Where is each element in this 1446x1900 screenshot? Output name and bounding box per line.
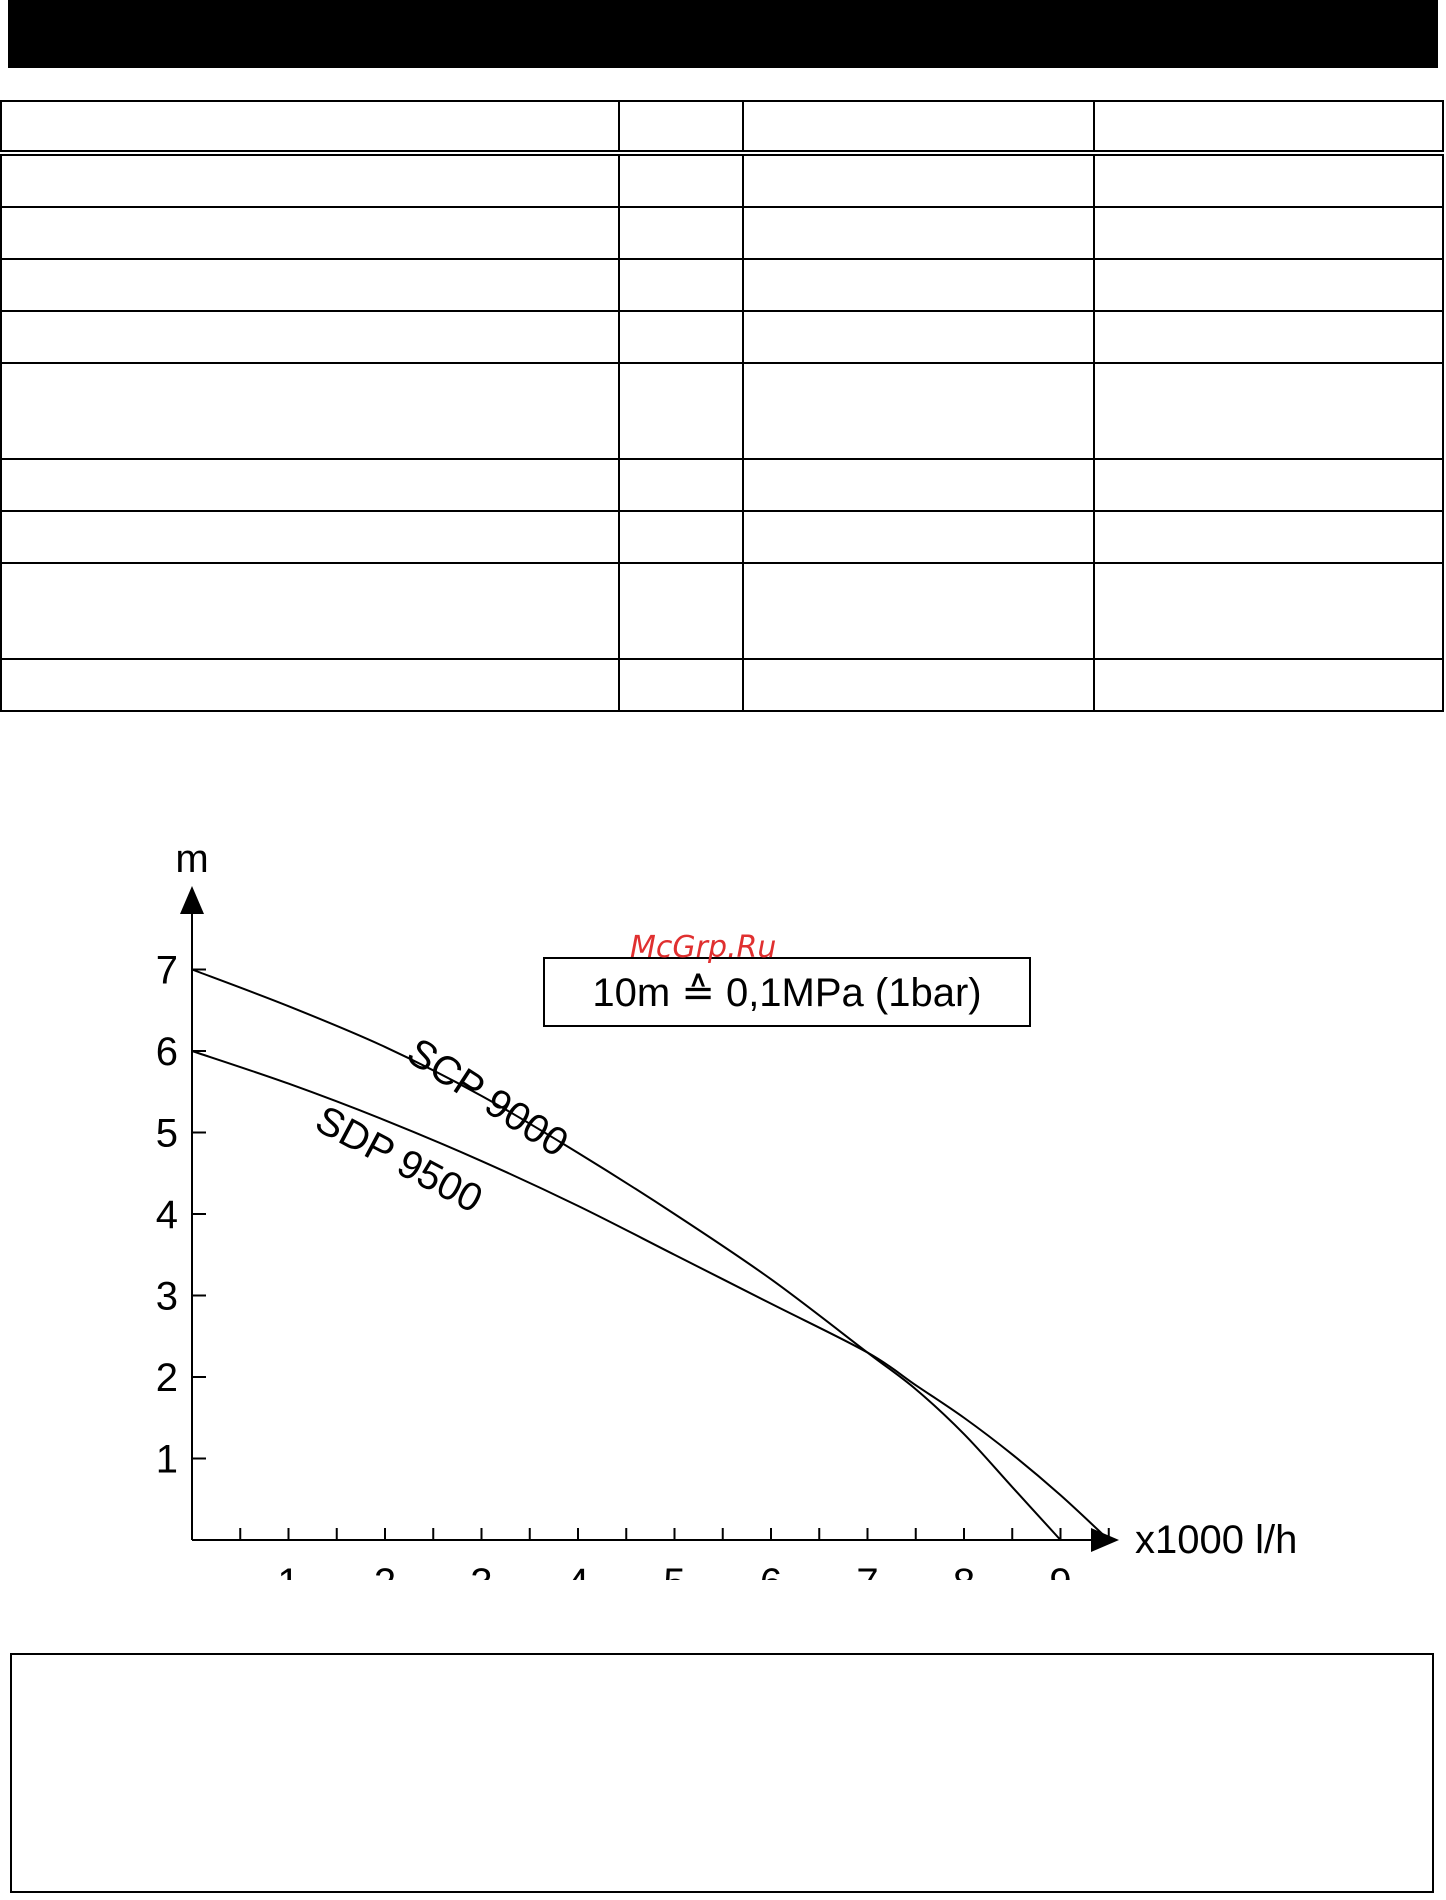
series-line [191, 968, 1062, 1541]
y-tick-label: 6 [156, 1030, 178, 1074]
annotation-box [543, 957, 1031, 1027]
watermark-text: McGrp.Ru [630, 930, 777, 965]
table-cell [618, 362, 744, 460]
table-cell [742, 510, 1095, 564]
table-cell [0, 362, 620, 460]
bottom-box [10, 1653, 1434, 1893]
table-cell [618, 658, 744, 712]
x-tick-label: 1 [277, 1561, 299, 1580]
table-cell [618, 206, 744, 260]
table-cell [1093, 100, 1444, 156]
x-tick-label: 9 [1049, 1561, 1071, 1580]
y-tick-label: 4 [156, 1193, 178, 1237]
table-row [0, 258, 1444, 312]
table-row [0, 458, 1444, 512]
table-row [0, 310, 1444, 364]
annotation-text: 10m ≙ 0,1MPa (1bar) [592, 971, 981, 1015]
table-cell [1093, 152, 1444, 208]
table-cell [742, 152, 1095, 208]
table-cell [1093, 310, 1444, 364]
table-row [0, 362, 1444, 460]
series-line [191, 1050, 1110, 1541]
y-tick-label: 7 [156, 949, 178, 993]
table-cell [0, 658, 620, 712]
x-tick-label: 8 [953, 1561, 975, 1580]
table-cell [1093, 206, 1444, 260]
header-bar [8, 0, 1438, 68]
x-tick-label: 7 [856, 1561, 878, 1580]
y-tick-label: 1 [156, 1438, 178, 1482]
table-cell [742, 310, 1095, 364]
table-cell [1093, 562, 1444, 660]
table-cell [742, 658, 1095, 712]
table-cell [618, 258, 744, 312]
x-tick-label: 5 [663, 1561, 685, 1580]
table-row [0, 510, 1444, 564]
series-label: SCP 9000 [399, 1030, 575, 1166]
x-tick-label: 3 [470, 1561, 492, 1580]
specs-table [0, 100, 1444, 712]
table-cell [1093, 458, 1444, 512]
table-cell [742, 100, 1095, 156]
x-axis-label: x1000 l/h [1135, 1518, 1297, 1562]
table-cell [1093, 510, 1444, 564]
x-tick-label: 6 [760, 1561, 782, 1580]
table-cell [742, 458, 1095, 512]
table-cell [618, 310, 744, 364]
table-cell [742, 362, 1095, 460]
table-cell [618, 152, 744, 208]
table-cell [618, 100, 744, 156]
y-tick-label: 2 [156, 1356, 178, 1400]
table-cell [1093, 258, 1444, 312]
table-cell [742, 562, 1095, 660]
table-row [0, 152, 1444, 208]
table-cell [618, 458, 744, 512]
y-tick-label: 5 [156, 1112, 178, 1156]
table-cell [0, 310, 620, 364]
table-cell [742, 258, 1095, 312]
table-cell [0, 152, 620, 208]
series-label: SDP 9500 [308, 1098, 489, 1222]
table-cell [0, 510, 620, 564]
table-cell [618, 510, 744, 564]
table-cell [0, 562, 620, 660]
x-tick-label: 2 [374, 1561, 396, 1580]
table-cell [0, 458, 620, 512]
y-tick-label: 3 [156, 1275, 178, 1319]
table-row [0, 100, 1444, 156]
table-cell [618, 562, 744, 660]
table-cell [742, 206, 1095, 260]
x-tick-label: 4 [567, 1561, 589, 1580]
table-cell [0, 258, 620, 312]
table-row [0, 206, 1444, 260]
table-cell [1093, 362, 1444, 460]
table-row [0, 562, 1444, 660]
table-cell [1093, 658, 1444, 712]
table-row [0, 658, 1444, 712]
table-cell [0, 100, 620, 156]
table-cell [0, 206, 620, 260]
y-axis-label: m [175, 837, 208, 881]
